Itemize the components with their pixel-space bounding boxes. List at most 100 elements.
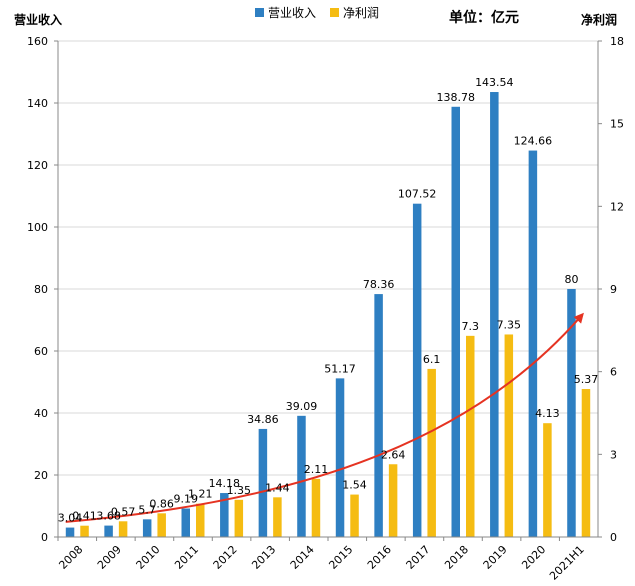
profit-bar	[504, 334, 514, 537]
unit-label: 单位：亿元	[449, 9, 519, 26]
right-axis-title: 净利润	[581, 12, 617, 27]
revenue-bar	[374, 294, 383, 537]
revenue-value-label: 39.09	[286, 400, 318, 413]
right-tick-label: 12	[610, 200, 624, 213]
profit-value-label: 1.44	[265, 481, 290, 494]
x-tick-label: 2010	[134, 543, 163, 572]
profit-value-label: 7.35	[497, 318, 522, 331]
revenue-value-label: 143.54	[475, 76, 514, 89]
profit-bar	[388, 464, 398, 537]
profit-value-label: 5.37	[574, 373, 599, 386]
right-tick-label: 15	[610, 118, 624, 131]
profit-value-label: 1.54	[342, 479, 367, 492]
legend: 营业收入 净利润	[255, 6, 379, 20]
profit-value-label: 6.1	[423, 353, 441, 366]
revenue-value-label: 107.52	[398, 188, 437, 201]
revenue-bar	[104, 525, 113, 537]
x-tick-label: 2014	[288, 543, 317, 572]
profit-bar	[196, 503, 205, 537]
x-tick-label: 2016	[365, 543, 394, 572]
revenue-bar	[65, 527, 75, 537]
revenue-value-label: 138.78	[437, 91, 476, 104]
x-tick-label: 2011	[172, 543, 201, 572]
revenue-value-label: 9.19	[174, 493, 199, 506]
revenue-value-label: 124.66	[514, 135, 553, 148]
revenue-bar	[220, 493, 229, 537]
profit-bar	[311, 478, 321, 537]
revenue-bar	[412, 203, 422, 538]
revenue-value-label: 34.86	[247, 413, 279, 426]
left-tick-label: 80	[34, 283, 48, 296]
x-tick-label: 2018	[442, 543, 471, 572]
profit-value-label: 0.86	[149, 497, 174, 510]
revenue-bar	[297, 415, 306, 537]
x-tick-label: 2020	[519, 543, 548, 572]
revenue-value-label: 80	[564, 273, 578, 286]
x-tick-label: 2019	[481, 543, 510, 572]
left-axis-title: 营业收入	[14, 12, 62, 27]
trend-arrow	[65, 312, 584, 523]
right-tick-label: 0	[610, 531, 617, 544]
x-tick-label: 2012	[211, 543, 240, 572]
left-tick-label: 20	[34, 469, 48, 482]
revenue-value-label: 78.36	[363, 278, 395, 291]
left-tick-label: 120	[27, 159, 48, 172]
revenue-bar	[181, 508, 190, 537]
profit-bar	[157, 513, 166, 537]
x-tick-label: 2017	[404, 543, 433, 572]
revenue-bar	[335, 378, 345, 537]
revenue-bar	[142, 519, 152, 537]
x-tick-label: 2013	[249, 543, 278, 572]
left-tick-label: 0	[41, 531, 48, 544]
right-tick-label: 3	[610, 448, 617, 461]
profit-value-label: 4.13	[535, 407, 560, 420]
revenue-bar	[567, 289, 576, 537]
profit-bar	[543, 423, 552, 537]
legend-label-profit: 净利润	[343, 6, 379, 20]
right-tick-label: 9	[610, 283, 617, 296]
profit-bar	[466, 335, 475, 537]
profit-bar	[118, 521, 128, 537]
trend-curve	[65, 312, 584, 523]
revenue-bar	[490, 92, 499, 537]
profit-bar	[581, 389, 591, 537]
left-tick-label: 100	[27, 221, 48, 234]
x-tick-label: 2021H1	[547, 543, 587, 583]
revenue-value-label: 3.04	[58, 512, 83, 525]
revenue-bar	[451, 106, 460, 538]
right-tick-label: 18	[610, 35, 624, 48]
revenue-value-label: 3.68	[96, 510, 121, 523]
left-tick-label: 160	[27, 35, 48, 48]
profit-bar	[80, 525, 89, 537]
profit-bar	[427, 368, 436, 537]
revenue-value-label: 51.17	[324, 362, 356, 375]
profit-value-label: 7.3	[462, 320, 480, 333]
x-tick-label: 2015	[326, 543, 355, 572]
legend-swatch-profit	[330, 8, 339, 17]
x-tick-label: 2009	[95, 543, 124, 572]
revenue-bar	[258, 428, 268, 537]
left-tick-label: 140	[27, 97, 48, 110]
revenue-value-label: 5.7	[138, 503, 156, 516]
data-labels: 3.040.41 3.680.57 5.70.86 9.191.2114.181.35…	[58, 76, 598, 525]
profit-value-label: 0.41	[72, 510, 97, 523]
profit-value-label: 1.35	[227, 484, 252, 497]
legend-label-revenue: 营业收入	[268, 6, 316, 20]
x-tick-label: 2008	[56, 543, 85, 572]
profit-value-label: 2.64	[381, 448, 406, 461]
profit-value-label: 0.57	[111, 505, 136, 518]
bars	[65, 92, 591, 538]
left-tick-label: 60	[34, 345, 48, 358]
right-tick-label: 6	[610, 366, 617, 379]
profit-value-label: 1.21	[188, 488, 213, 501]
legend-swatch-revenue	[255, 8, 264, 17]
gridlines	[58, 40, 598, 538]
left-tick-label: 40	[34, 407, 48, 420]
profit-bar	[273, 497, 282, 537]
profit-bar	[234, 499, 244, 537]
profit-value-label: 2.11	[304, 463, 329, 476]
profit-bar	[350, 494, 359, 537]
revenue-value-label: 14.18	[209, 477, 241, 490]
revenue-bar	[528, 150, 538, 537]
